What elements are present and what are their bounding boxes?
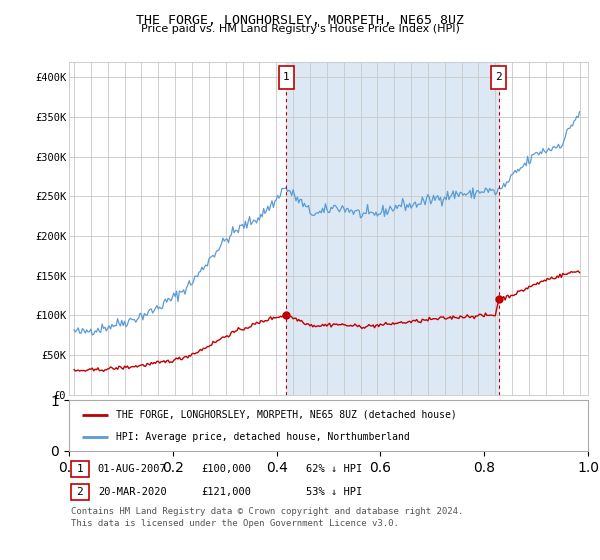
Text: 53% ↓ HPI: 53% ↓ HPI	[306, 487, 362, 497]
Text: 1: 1	[76, 464, 83, 474]
Text: 2: 2	[496, 72, 502, 82]
Text: 1: 1	[283, 72, 289, 82]
Bar	[286, 62, 499, 395]
Text: 01-AUG-2007: 01-AUG-2007	[98, 464, 167, 474]
Bar	[278, 67, 293, 88]
Text: 2: 2	[76, 487, 83, 497]
Text: 20-MAR-2020: 20-MAR-2020	[98, 487, 167, 497]
Text: £100,000: £100,000	[201, 464, 251, 474]
Text: £121,000: £121,000	[201, 487, 251, 497]
Text: Price paid vs. HM Land Registry's House Price Index (HPI): Price paid vs. HM Land Registry's House …	[140, 24, 460, 34]
Text: Contains HM Land Registry data © Crown copyright and database right 2024.
This d: Contains HM Land Registry data © Crown c…	[71, 507, 463, 528]
Text: 62% ↓ HPI: 62% ↓ HPI	[306, 464, 362, 474]
Bar	[491, 67, 506, 88]
Text: THE FORGE, LONGHORSLEY, MORPETH, NE65 8UZ (detached house): THE FORGE, LONGHORSLEY, MORPETH, NE65 8U…	[116, 409, 457, 419]
Text: HPI: Average price, detached house, Northumberland: HPI: Average price, detached house, Nort…	[116, 432, 409, 442]
Text: THE FORGE, LONGHORSLEY, MORPETH, NE65 8UZ: THE FORGE, LONGHORSLEY, MORPETH, NE65 8U…	[136, 14, 464, 27]
